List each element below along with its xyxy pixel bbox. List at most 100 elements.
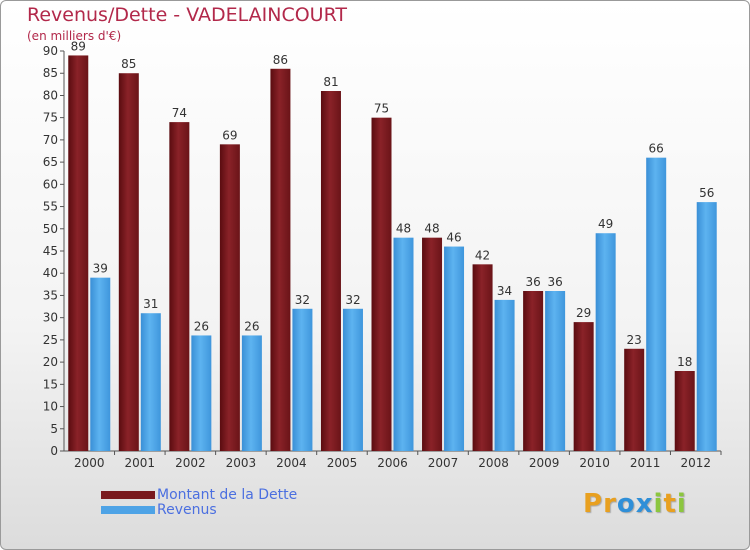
chart-title: Revenus/Dette - VADELAINCOURT bbox=[27, 4, 348, 26]
bar-dette bbox=[169, 122, 190, 451]
legend-swatch-revenus bbox=[101, 505, 155, 514]
data-label-dette: 36 bbox=[525, 275, 540, 289]
y-tick-label: 45 bbox=[43, 244, 58, 258]
x-tick-label: 2006 bbox=[377, 456, 408, 470]
data-label-dette: 86 bbox=[273, 53, 288, 67]
data-label-dette: 75 bbox=[374, 102, 389, 116]
data-label-revenus: 39 bbox=[93, 262, 108, 276]
y-tick-label: 5 bbox=[50, 422, 58, 436]
bar-dette bbox=[422, 237, 443, 451]
y-tick-label: 25 bbox=[43, 333, 58, 347]
bar-revenus bbox=[292, 308, 313, 451]
y-tick-label: 40 bbox=[43, 266, 58, 280]
x-tick-label: 2001 bbox=[125, 456, 156, 470]
legend-item-revenus: Revenus bbox=[101, 501, 297, 518]
bar-dette bbox=[270, 68, 291, 452]
x-tick-label: 2000 bbox=[74, 456, 105, 470]
bar-dette bbox=[219, 144, 240, 452]
y-tick-label: 85 bbox=[43, 66, 58, 80]
x-tick-label: 2003 bbox=[226, 456, 257, 470]
data-label-revenus: 36 bbox=[547, 275, 562, 289]
y-tick-label: 0 bbox=[50, 444, 58, 458]
data-label-revenus: 26 bbox=[244, 319, 259, 333]
bar-dette bbox=[523, 291, 544, 451]
bar-revenus bbox=[646, 157, 667, 451]
data-label-dette: 42 bbox=[475, 248, 490, 262]
logo-letter: i bbox=[676, 489, 687, 519]
x-tick-label: 2009 bbox=[529, 456, 560, 470]
x-tick-label: 2005 bbox=[327, 456, 358, 470]
y-tick-label: 20 bbox=[43, 355, 58, 369]
data-label-revenus: 49 bbox=[598, 217, 613, 231]
data-label-dette: 89 bbox=[71, 39, 86, 53]
logo-letter: P bbox=[583, 489, 604, 519]
data-label-revenus: 26 bbox=[194, 319, 209, 333]
data-label-dette: 29 bbox=[576, 306, 591, 320]
y-tick-label: 35 bbox=[43, 288, 58, 302]
bar-revenus bbox=[595, 233, 616, 451]
y-tick-label: 30 bbox=[43, 311, 58, 325]
logo-letter: x bbox=[635, 489, 654, 519]
bar-revenus bbox=[241, 335, 262, 451]
data-label-dette: 69 bbox=[222, 128, 237, 142]
data-label-revenus: 32 bbox=[295, 293, 310, 307]
logo-letter: o bbox=[616, 489, 636, 519]
data-label-dette: 85 bbox=[121, 57, 136, 71]
bar-dette bbox=[472, 264, 493, 451]
bar-revenus bbox=[342, 308, 363, 451]
y-tick-label: 15 bbox=[43, 377, 58, 391]
bar-revenus bbox=[90, 277, 111, 451]
x-tick-label: 2010 bbox=[579, 456, 610, 470]
data-label-revenus: 31 bbox=[143, 297, 158, 311]
bar-revenus bbox=[140, 313, 161, 451]
x-tick-label: 2008 bbox=[478, 456, 509, 470]
x-tick-label: 2002 bbox=[175, 456, 206, 470]
y-tick-label: 10 bbox=[43, 400, 58, 414]
bar-revenus bbox=[393, 237, 414, 451]
x-tick-label: 2004 bbox=[276, 456, 307, 470]
legend: Montant de la Dette Revenus bbox=[101, 486, 298, 518]
data-label-dette: 23 bbox=[627, 333, 642, 347]
x-tick-label: 2007 bbox=[428, 456, 459, 470]
bar-dette bbox=[624, 348, 645, 451]
bar-revenus bbox=[696, 202, 717, 451]
y-tick-label: 70 bbox=[43, 133, 58, 147]
bar-dette bbox=[674, 371, 695, 451]
x-tick-label: 2011 bbox=[630, 456, 661, 470]
bar-revenus bbox=[191, 335, 212, 451]
logo-letter: r bbox=[603, 489, 617, 519]
x-tick-label: 2012 bbox=[680, 456, 711, 470]
y-tick-label: 55 bbox=[43, 200, 58, 214]
legend-label-dette: Montant de la Dette bbox=[157, 486, 298, 503]
data-label-revenus: 48 bbox=[396, 222, 411, 236]
y-tick-label: 75 bbox=[43, 111, 58, 125]
legend-label-revenus: Revenus bbox=[157, 501, 217, 518]
data-label-revenus: 46 bbox=[446, 231, 461, 245]
logo-letter: t bbox=[663, 489, 677, 519]
legend-item-dette: Montant de la Dette bbox=[101, 486, 298, 503]
data-label-revenus: 32 bbox=[345, 293, 360, 307]
logo-letter: i bbox=[653, 489, 664, 519]
bar-revenus bbox=[545, 291, 566, 451]
proxiti-logo: Proxiti bbox=[583, 489, 687, 519]
y-tick-label: 65 bbox=[43, 155, 58, 169]
legend-swatch-dette bbox=[101, 490, 155, 499]
data-label-dette: 18 bbox=[677, 355, 692, 369]
bar-dette bbox=[118, 73, 139, 451]
data-label-revenus: 56 bbox=[699, 186, 714, 200]
bar-dette bbox=[320, 91, 341, 451]
bar-dette bbox=[68, 55, 89, 451]
data-label-revenus: 34 bbox=[497, 284, 512, 298]
bar-revenus bbox=[444, 246, 465, 451]
data-label-dette: 48 bbox=[424, 222, 439, 236]
chart-subtitle: (en milliers d'€) bbox=[27, 29, 122, 43]
bar-dette bbox=[371, 117, 392, 452]
bar-revenus bbox=[494, 299, 515, 451]
data-labels-group: 89 39 85 31 74 26 69 26 86 32 81 32 75 48 48 46 42 34 36 36… bbox=[71, 39, 715, 369]
bar-dette bbox=[573, 322, 594, 451]
data-label-dette: 81 bbox=[323, 75, 338, 89]
y-tick-label: 60 bbox=[43, 177, 58, 191]
y-tick-label: 90 bbox=[43, 44, 58, 58]
